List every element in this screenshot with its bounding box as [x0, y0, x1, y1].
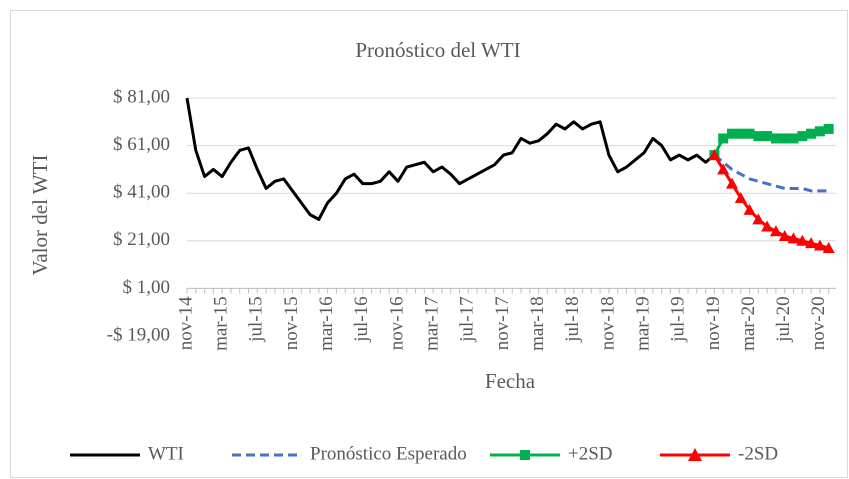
point-marker: [761, 220, 774, 232]
point-marker: [770, 133, 781, 144]
x-tick-label: nov-16: [386, 296, 407, 350]
point-marker: [814, 126, 825, 137]
point-marker: [788, 133, 799, 144]
point-marker: [823, 123, 834, 134]
chart-border: [10, 10, 848, 478]
point-marker: [752, 213, 765, 225]
series-line: [185, 97, 716, 221]
x-tick-label: mar-15: [211, 296, 232, 351]
x-tick-label: jul-20: [773, 296, 794, 342]
point-marker: [735, 128, 746, 139]
y-tick-label: $ 41,00: [113, 182, 170, 203]
point-marker: [753, 131, 764, 142]
y-tick-label: -$ 19,00: [107, 324, 170, 345]
y-tick-label: $ 21,00: [113, 229, 170, 250]
x-tick-label: jul-17: [457, 296, 478, 342]
point-marker: [725, 177, 738, 189]
point-marker: [822, 241, 835, 253]
point-marker: [718, 133, 729, 144]
point-marker: [734, 191, 747, 203]
y-tick-label: $ 61,00: [113, 134, 170, 155]
x-axis-title: Fecha: [485, 369, 536, 393]
y-axis-title: Valor del WTI: [28, 155, 52, 276]
point-marker: [708, 149, 721, 161]
point-marker: [743, 203, 756, 215]
series-line: [713, 153, 829, 193]
point-marker: [744, 128, 755, 139]
x-tick-label: jul-15: [246, 296, 267, 342]
x-tick-label: jul-16: [351, 296, 372, 342]
point-marker: [797, 131, 808, 142]
point-marker: [779, 133, 790, 144]
legend-marker: [688, 448, 702, 461]
point-marker: [762, 131, 773, 142]
x-tick-label: nov-15: [281, 296, 302, 350]
legend-label: WTI: [148, 443, 184, 464]
y-tick-label: $ 1,00: [123, 277, 171, 298]
x-tick-label: mar-20: [738, 296, 759, 351]
x-tick-label: mar-18: [527, 296, 548, 351]
point-marker: [769, 225, 782, 237]
x-tick-label: jul-19: [668, 296, 689, 342]
legend-label: Pronóstico Esperado: [310, 443, 467, 464]
point-marker: [806, 128, 817, 139]
x-tick-label: nov-18: [597, 296, 618, 350]
x-tick-label: nov-17: [492, 296, 513, 350]
point-marker: [787, 232, 800, 244]
legend-label: -2SD: [738, 443, 778, 464]
legend-marker: [520, 450, 530, 460]
point-marker: [796, 234, 809, 246]
x-tick-label: nov-14: [175, 296, 196, 350]
x-tick-label: mar-17: [421, 296, 442, 351]
x-tick-label: nov-20: [808, 296, 829, 350]
y-tick-label: $ 81,00: [113, 86, 170, 107]
point-marker: [813, 239, 826, 251]
legend-label: +2SD: [568, 443, 613, 464]
x-tick-label: mar-16: [316, 296, 337, 351]
x-tick-label: jul-18: [562, 296, 583, 342]
point-marker: [778, 230, 791, 242]
point-marker: [726, 128, 737, 139]
x-tick-label: mar-19: [632, 296, 653, 351]
chart-title: Pronóstico del WTI: [355, 38, 520, 62]
point-marker: [805, 237, 818, 249]
x-tick-label: nov-19: [703, 296, 724, 350]
point-marker: [717, 163, 730, 175]
